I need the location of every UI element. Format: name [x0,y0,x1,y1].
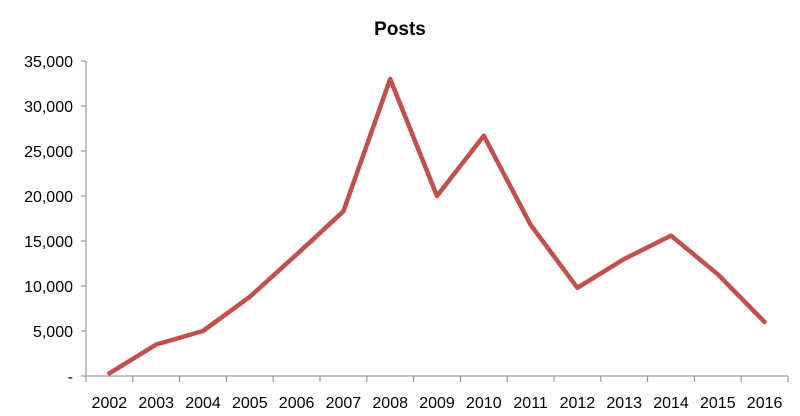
x-tick-label: 2013 [606,395,642,412]
y-tick-label: 5,000 [33,324,73,341]
y-tick-label: 25,000 [24,144,73,161]
x-tick-label: 2016 [747,395,783,412]
x-axis: 2002 2003 2004 2005 2006 2007 2008 2009 2010 2011… [85,375,789,412]
y-axis: - 5,000 10,000 15,000 20,000 25,000 30,000 35,0… [24,54,87,386]
y-tick-label: 20,000 [24,189,73,206]
y-tick-label: 15,000 [24,234,73,251]
x-tick-label: 2009 [419,395,455,412]
x-tick-label: 2011 [513,395,548,412]
y-tick-label: 10,000 [24,279,73,296]
x-tick-label: 2004 [185,395,221,412]
x-tick-label: 2002 [92,395,128,412]
y-tick-label: 30,000 [24,99,73,116]
chart-title: Posts [374,19,426,40]
y-tick-label: 35,000 [24,54,73,71]
plot-area [107,76,767,376]
x-tick-label: 2007 [326,395,362,412]
y-tick-label: - [68,369,73,386]
x-tick-label: 2003 [138,395,174,412]
x-tick-label: 2006 [279,395,315,412]
x-tick-label: 2012 [560,395,596,412]
x-tick-label: 2014 [653,395,689,412]
x-tick-label: 2015 [700,395,736,412]
x-tick-label: 2008 [372,395,408,412]
x-tick-label: 2010 [466,395,502,412]
series-line [107,76,767,376]
x-tick-label: 2005 [232,395,268,412]
